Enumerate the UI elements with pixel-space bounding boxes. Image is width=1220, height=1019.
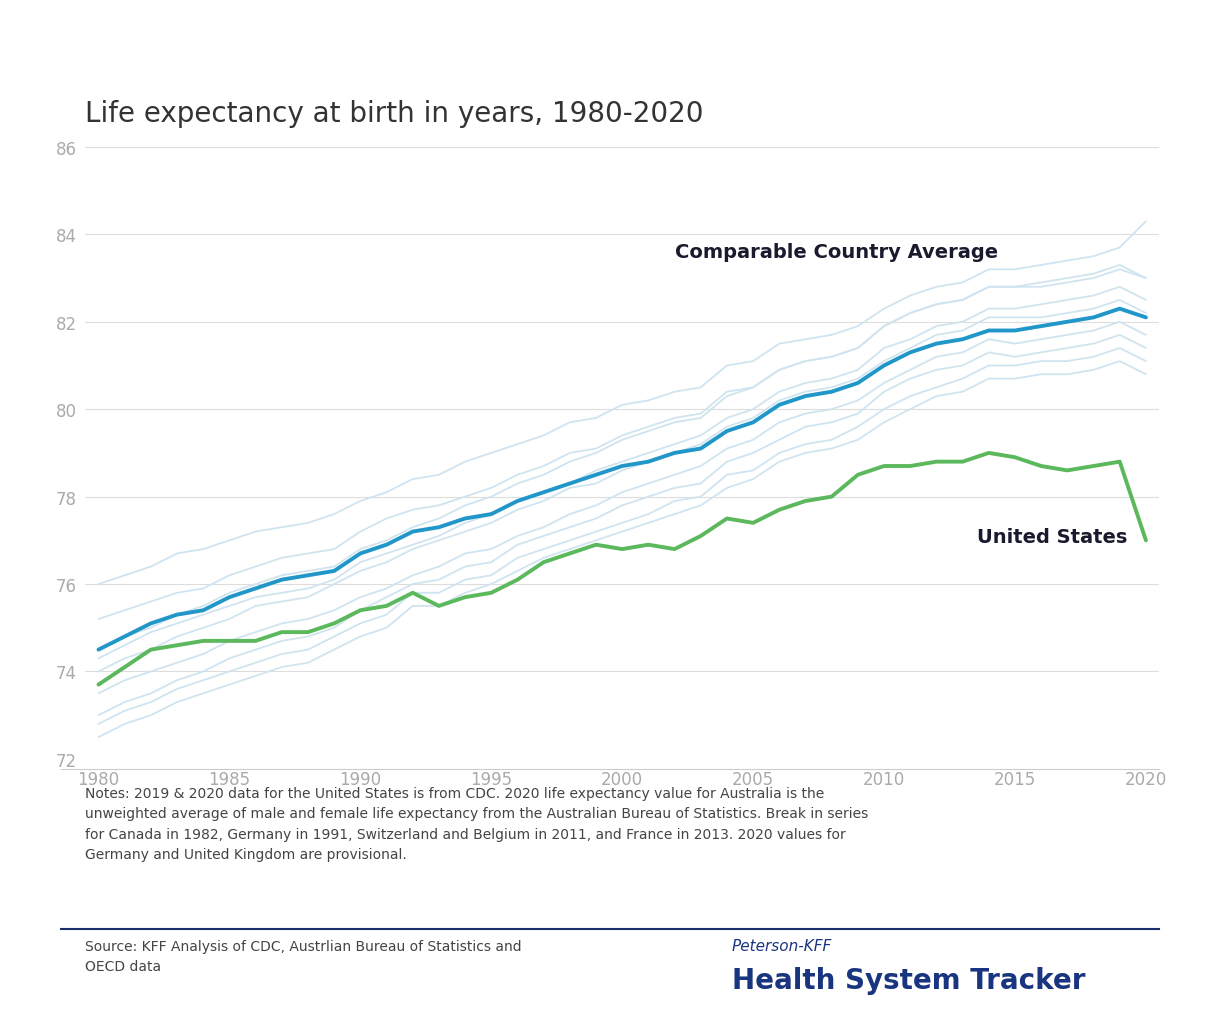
Text: United States: United States [977,528,1127,546]
Text: Comparable Country Average: Comparable Country Average [675,243,998,261]
Text: Life expectancy at birth in years, 1980-2020: Life expectancy at birth in years, 1980-… [85,100,704,127]
Text: Source: KFF Analysis of CDC, Austrlian Bureau of Statistics and
OECD data: Source: KFF Analysis of CDC, Austrlian B… [85,940,522,973]
Text: Health System Tracker: Health System Tracker [732,966,1086,994]
Text: Peterson-KFF: Peterson-KFF [732,938,832,954]
Text: Notes: 2019 & 2020 data for the United States is from CDC. 2020 life expectancy : Notes: 2019 & 2020 data for the United S… [85,787,869,861]
